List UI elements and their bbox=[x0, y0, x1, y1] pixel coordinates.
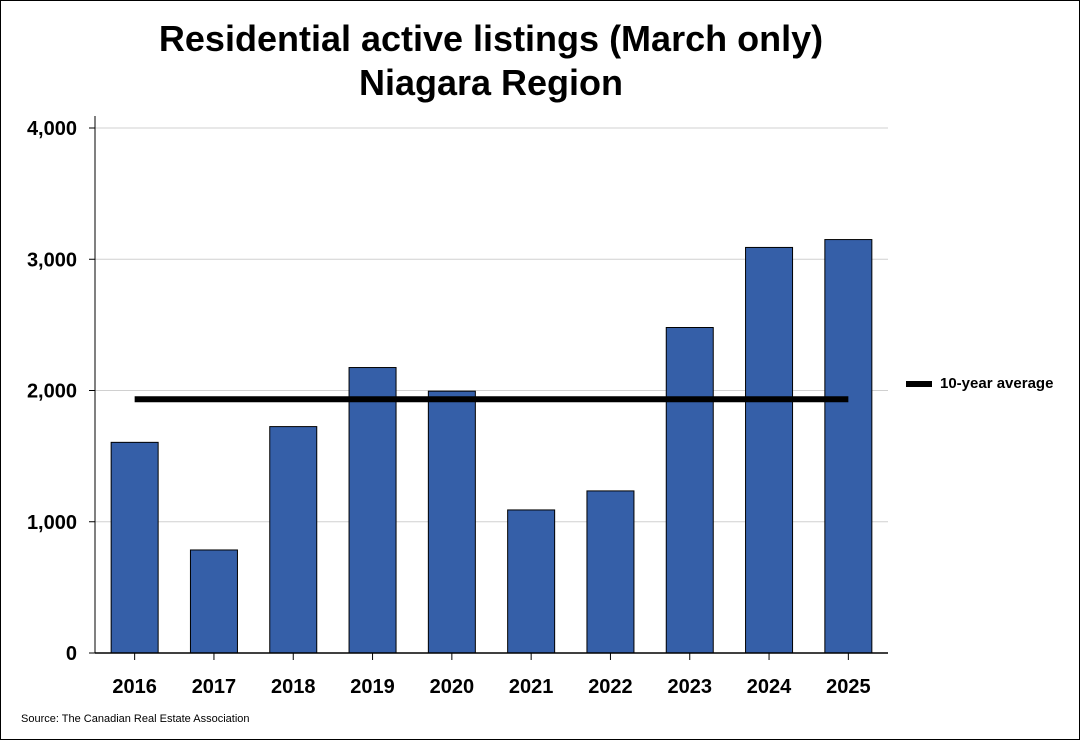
bar-2019 bbox=[348, 367, 397, 654]
bar-2025 bbox=[824, 239, 873, 654]
y-tick-label: 1,000 bbox=[27, 512, 77, 534]
y-tick-label: 3,000 bbox=[27, 249, 77, 271]
legend-label-average: 10-year average bbox=[940, 375, 1054, 392]
x-tick-label: 2018 bbox=[271, 676, 316, 698]
chart-subtitle: Niagara Region bbox=[358, 62, 624, 103]
bar-2016 bbox=[110, 441, 159, 654]
x-tick-label: 2020 bbox=[430, 676, 475, 698]
bar-2022 bbox=[586, 490, 635, 654]
x-tick-label: 2021 bbox=[509, 676, 554, 698]
chart-legend: 10-year average bbox=[906, 375, 1053, 392]
bar-2023 bbox=[665, 327, 714, 654]
x-tick-label: 2017 bbox=[192, 676, 237, 698]
y-tick-label: 0 bbox=[66, 643, 77, 665]
bar-2024 bbox=[745, 246, 794, 654]
y-tick-label: 4,000 bbox=[27, 118, 77, 140]
x-tick-label: 2019 bbox=[350, 676, 395, 698]
legend-swatch-average bbox=[906, 380, 932, 387]
chart-title: Residential active listings (March only) bbox=[158, 18, 824, 59]
bar-2017 bbox=[189, 549, 238, 654]
y-tick-label: 2,000 bbox=[27, 381, 77, 403]
bar-2021 bbox=[507, 509, 556, 654]
x-tick-label: 2023 bbox=[668, 676, 713, 698]
x-tick-label: 2022 bbox=[588, 676, 633, 698]
x-tick-label: 2024 bbox=[747, 676, 792, 698]
bar-2020 bbox=[427, 390, 476, 654]
source-note: Source: The Canadian Real Estate Associa… bbox=[21, 713, 250, 725]
x-tick-label: 2025 bbox=[826, 676, 871, 698]
x-tick-label: 2016 bbox=[112, 676, 157, 698]
bar-2018 bbox=[269, 426, 318, 654]
